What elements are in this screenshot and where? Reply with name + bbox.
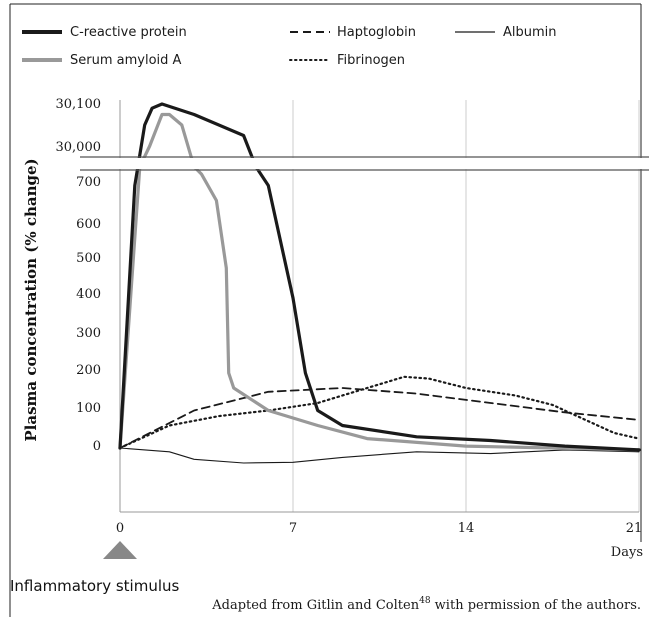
x-tick-14: 14 bbox=[458, 521, 475, 536]
y-tick-700: 700 bbox=[76, 175, 101, 190]
y-axis-title: Plasma concentration (% change) bbox=[22, 158, 40, 441]
legend-label-crp: C-reactive protein bbox=[70, 25, 187, 40]
stimulus-label: Inflammatory stimulus bbox=[10, 577, 180, 595]
stimulus-marker-icon bbox=[103, 541, 137, 559]
legend: C-reactive protein Haptoglobin Albumin S… bbox=[22, 25, 557, 68]
x-tick-0: 0 bbox=[116, 521, 124, 536]
series-layer bbox=[118, 102, 641, 464]
credit-prefix: Adapted from Gitlin and Colten bbox=[211, 598, 419, 613]
credit-suffix: with permission of the authors. bbox=[431, 598, 641, 613]
x-axis-title: Days bbox=[611, 545, 643, 560]
y-tick-200: 200 bbox=[76, 363, 101, 378]
series-line-c-reactive-protein bbox=[118, 102, 641, 452]
y-tick-600: 600 bbox=[76, 217, 101, 232]
series-line-haptoglobin bbox=[119, 387, 640, 449]
legend-label-haptoglobin: Haptoglobin bbox=[337, 25, 416, 40]
y-tick-0: 0 bbox=[93, 439, 101, 454]
y-tick-30000: 30,000 bbox=[56, 140, 102, 155]
credit-superscript: 48 bbox=[419, 596, 431, 606]
y-tick-30100: 30,100 bbox=[56, 97, 102, 112]
legend-label-fibrinogen: Fibrinogen bbox=[337, 53, 405, 68]
x-tick-21: 21 bbox=[626, 521, 643, 536]
credit-line: Adapted from Gitlin and Colten48 with pe… bbox=[211, 596, 641, 613]
legend-label-saa: Serum amyloid A bbox=[70, 53, 182, 68]
series-line-albumin bbox=[119, 447, 640, 464]
x-tick-7: 7 bbox=[289, 521, 297, 536]
series-line-serum-amyloid-a bbox=[118, 112, 641, 452]
y-tick-500: 500 bbox=[76, 251, 101, 266]
y-tick-400: 400 bbox=[76, 287, 101, 302]
y-tick-100: 100 bbox=[76, 401, 101, 416]
y-tick-300: 300 bbox=[76, 326, 101, 341]
axis-break bbox=[80, 156, 649, 171]
legend-label-albumin: Albumin bbox=[503, 25, 557, 40]
axis-break-gap bbox=[80, 158, 649, 169]
series-line-fibrinogen bbox=[118, 375, 641, 450]
